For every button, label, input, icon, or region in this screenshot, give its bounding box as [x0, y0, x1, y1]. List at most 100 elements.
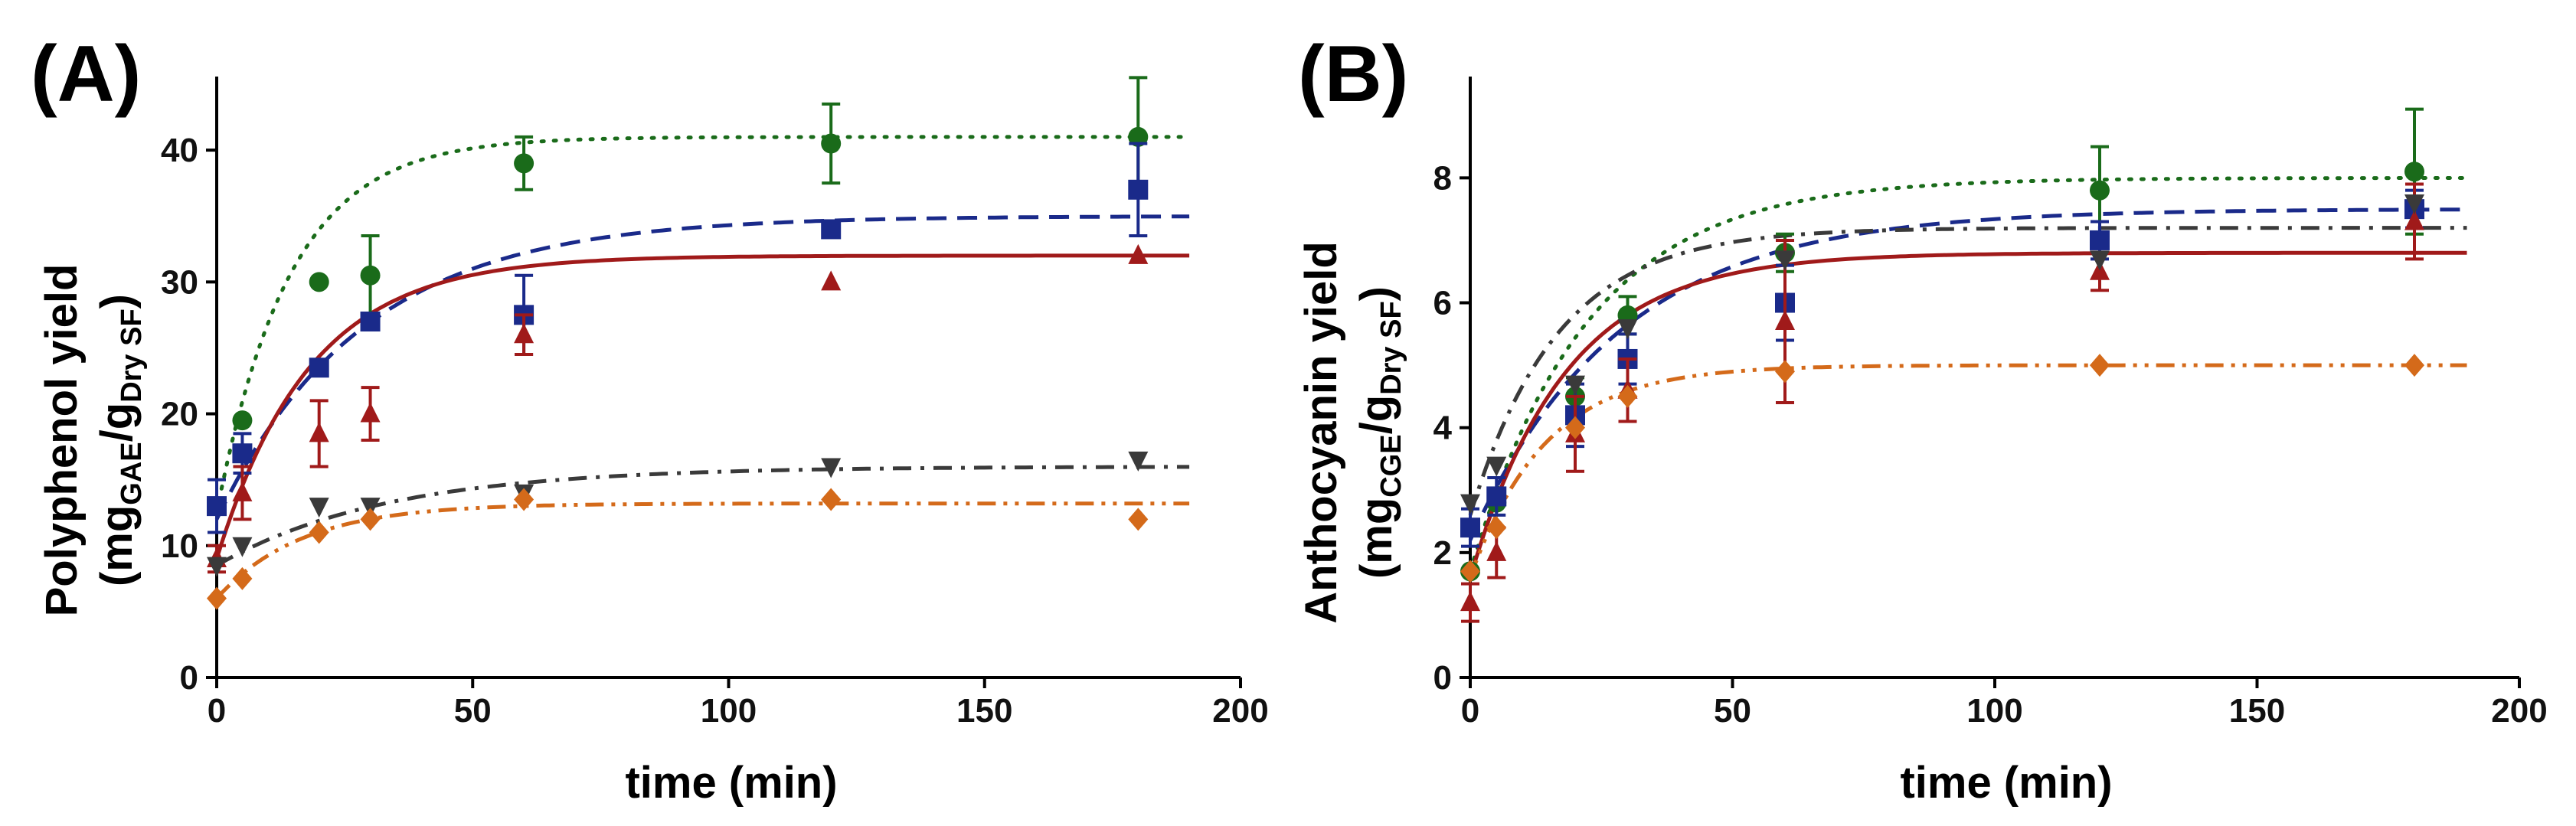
red-triangle-up-point [821, 270, 842, 291]
y-tick-label: 0 [1433, 659, 1452, 697]
green-circle-fit-line [1468, 176, 2469, 573]
orange-diamond-fit-line [1468, 363, 2467, 579]
panel-b-ylabel-unit-close: ) [1352, 286, 1401, 301]
panel-b-ylabel-unit-slash: /g [1352, 395, 1401, 435]
x-tick-label: 50 [454, 692, 492, 730]
panel-b-ylabel: Anthocyanin yield (mgCGE/gDry SF) [1296, 241, 1407, 624]
green-circle-point [514, 153, 534, 174]
x-tick-label: 100 [1966, 692, 2022, 730]
orange-diamond-point [1486, 516, 1507, 540]
x-tick-label: 200 [1212, 692, 1268, 730]
gray-triangle-down-point [1460, 494, 1480, 514]
red-triangle-up-point [1460, 591, 1480, 612]
panel-b-ylabel-unit-open: (mg [1352, 498, 1401, 579]
panel-b-ylabel-unit-sub2: Dry SF [1375, 301, 1407, 394]
y-tick-label: 10 [161, 527, 198, 565]
x-tick-label: 200 [2491, 692, 2547, 730]
red-triangle-up-point [360, 402, 381, 423]
orange-diamond-point [1775, 360, 1795, 384]
y-tick-label: 20 [161, 396, 198, 433]
gray-triangle-down-point [1617, 319, 1638, 340]
y-tick-label: 0 [180, 659, 198, 697]
red-triangle-up-fit-line [214, 253, 1190, 560]
y-tick-label: 30 [161, 263, 198, 301]
orange-diamond-point [207, 586, 227, 610]
panel-a-ylabel-main: Polyphenol yield [37, 264, 87, 617]
red-triangle-up-point [309, 422, 329, 442]
x-tick-label: 100 [701, 692, 757, 730]
orange-diamond-point [232, 566, 253, 590]
red-triangle-up-point [1486, 540, 1507, 561]
blue-square-point [1460, 517, 1480, 538]
panel-a-ylabel-unit-sub1: GAE [116, 442, 148, 504]
gray-triangle-down-point [1486, 456, 1507, 477]
orange-diamond-point [1128, 508, 1149, 531]
panel-a-label: (A) [31, 30, 141, 119]
green-circle-point [360, 265, 381, 286]
panel-b-label: (B) [1298, 30, 1408, 119]
blue-square-fit-line [1468, 207, 2467, 541]
gray-triangle-down-point [2090, 250, 2110, 271]
green-circle-fit-line [214, 135, 1192, 515]
green-circle-point [309, 272, 329, 292]
y-tick-label: 8 [1433, 159, 1452, 197]
panel-a-ylabel-unit-close: ) [92, 294, 142, 309]
panel-b-ylabel-main: Anthocyanin yield [1296, 241, 1346, 624]
gray-triangle-down-point [821, 458, 842, 478]
blue-square-point [360, 312, 381, 331]
gray-triangle-down-point [309, 498, 329, 518]
panel-a: (A) Polyphenol yield (mgGAE/gDry SF) tim… [31, 30, 1269, 808]
red-triangle-up-point [1128, 243, 1149, 264]
orange-diamond-point [2404, 354, 2424, 377]
y-tick-label: 2 [1433, 534, 1452, 572]
gray-triangle-down-point [2404, 194, 2424, 214]
panel-b-plot-area: 0 2 4 6 8 0 50 100 150 200 [1433, 77, 2548, 730]
orange-diamond-point [514, 488, 534, 511]
panel-a-ylabel: Polyphenol yield (mgGAE/gDry SF) [37, 264, 148, 617]
green-circle-point [2090, 180, 2110, 201]
red-triangle-up-fit-line [1468, 250, 2467, 579]
gray-triangle-down-point [207, 557, 227, 577]
blue-square-point [2090, 230, 2110, 250]
green-circle-point [2404, 162, 2424, 182]
green-circle-point [232, 410, 253, 431]
panel-b-ylabel-unit-sub1: CGE [1375, 434, 1407, 497]
panel-b-ylabel-unit: (mgCGE/gDry SF) [1352, 286, 1407, 579]
panel-a-ylabel-unit: (mgGAE/gDry SF) [92, 294, 148, 586]
blue-square-point [232, 443, 253, 464]
gray-triangle-down-point [1565, 375, 1585, 396]
red-triangle-up-point [1775, 310, 1795, 330]
orange-diamond-point [360, 508, 381, 531]
red-triangle-up-point [2404, 210, 2424, 230]
red-triangle-up-point [514, 323, 534, 344]
blue-square-point [1486, 486, 1507, 507]
gray-triangle-down-point [1775, 250, 1795, 271]
orange-diamond-point [1565, 416, 1585, 439]
panel-a-plot-area: 0 10 20 30 40 0 50 100 150 200 [161, 76, 1269, 730]
y-tick-label: 40 [161, 132, 198, 169]
blue-square-point [1128, 179, 1149, 200]
panel-a-ylabel-unit-sub2: Dry SF [116, 309, 148, 402]
panel-a-ylabel-unit-slash: /g [92, 403, 142, 442]
x-tick-label: 150 [956, 692, 1012, 730]
orange-diamond-point [1460, 560, 1480, 583]
gray-triangle-down-point [1128, 451, 1149, 472]
blue-square-point [309, 357, 329, 378]
panel-b-xlabel: time (min) [1900, 758, 2112, 808]
red-triangle-up-point [232, 481, 253, 501]
gray-triangle-down-fit-line [215, 465, 1190, 567]
orange-diamond-point [821, 488, 842, 511]
gray-triangle-down-fit-line [1468, 226, 2467, 516]
green-circle-point [821, 133, 842, 154]
panel-a-xlabel: time (min) [625, 758, 837, 808]
green-circle-point [1128, 126, 1149, 147]
panel-b: (B) Anthocyanin yield (mgCGE/gDry SF) ti… [1296, 30, 2548, 808]
orange-diamond-point [2090, 354, 2110, 377]
x-tick-label: 0 [208, 692, 226, 730]
x-tick-label: 50 [1714, 692, 1751, 730]
orange-diamond-point [309, 521, 329, 544]
blue-square-point [207, 496, 227, 517]
gray-triangle-down-point [232, 537, 253, 557]
gray-triangle-down-point [360, 498, 381, 518]
